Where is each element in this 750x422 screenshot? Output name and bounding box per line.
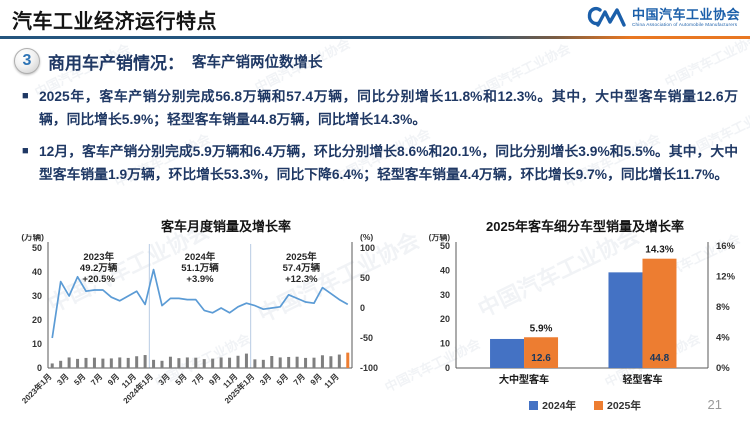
svg-text:10: 10 (440, 339, 450, 349)
svg-text:5月: 5月 (275, 372, 290, 387)
legend-label-2024: 2024年 (542, 400, 576, 412)
svg-text:(%): (%) (360, 234, 373, 242)
svg-text:20: 20 (440, 314, 450, 324)
svg-text:5月: 5月 (174, 372, 189, 387)
legend-swatch-2024 (529, 401, 539, 410)
svg-text:7月: 7月 (292, 372, 307, 387)
svg-text:10: 10 (32, 339, 42, 349)
svg-text:3月: 3月 (55, 372, 70, 387)
svg-text:轻型客车: 轻型客车 (622, 373, 662, 386)
section-title: 商用车产销情况： (48, 53, 184, 73)
legend-item-2025: 2025年 (594, 398, 641, 413)
svg-text:20: 20 (32, 315, 42, 325)
svg-text:3月: 3月 (258, 372, 273, 387)
svg-text:8%: 8% (716, 302, 730, 313)
svg-text:5月: 5月 (72, 372, 87, 387)
svg-text:50: 50 (440, 241, 450, 251)
bullet-item-2: ■ 12月，客车产销分别完成5.9万辆和6.4万辆，环比分别增长8.6%和20.… (22, 140, 738, 186)
bullet-square-icon: ■ (22, 145, 29, 157)
bullet-item-1: ■ 2025年，客车产销分别完成56.8万辆和57.4万辆，同比分别增长11.8… (22, 85, 738, 131)
bullet-text-1: 2025年，客车产销分别完成56.8万辆和57.4万辆，同比分别增长11.8%和… (39, 89, 738, 127)
chart-legend: 2024年 2025年 (424, 398, 746, 413)
section-subtitle: 客车产销两位数增长 (192, 54, 323, 71)
svg-text:44.8: 44.8 (650, 353, 670, 364)
svg-text:49.2万辆: 49.2万辆 (80, 262, 118, 274)
svg-text:0: 0 (37, 363, 42, 373)
svg-text:2025年: 2025年 (286, 251, 317, 263)
legend-swatch-2025 (594, 401, 603, 410)
svg-text:0: 0 (445, 363, 450, 373)
svg-text:0: 0 (360, 303, 365, 313)
svg-text:2023年1月: 2023年1月 (20, 371, 54, 405)
svg-text:-50: -50 (360, 333, 373, 343)
svg-text:100: 100 (360, 243, 375, 253)
svg-text:(万辆): (万辆) (429, 234, 451, 242)
cm-logo-icon (587, 6, 626, 27)
legend-item-2024: 2024年 (529, 398, 576, 413)
svg-text:+3.9%: +3.9% (186, 274, 214, 285)
svg-text:40: 40 (32, 267, 42, 277)
svg-text:9月: 9月 (106, 372, 121, 387)
svg-text:+20.5%: +20.5% (82, 274, 115, 285)
bullet-square-icon: ■ (22, 90, 29, 102)
page-number: 21 (707, 397, 722, 412)
svg-text:2023年: 2023年 (83, 251, 114, 263)
svg-text:30: 30 (440, 290, 450, 300)
section-number-badge: 3 (14, 48, 40, 74)
svg-text:50: 50 (32, 243, 42, 253)
left-chart-title: 客车月度销量及增长率 (160, 219, 291, 234)
page-title: 汽车工业经济运行特点 (12, 11, 217, 33)
logo-text: 中国汽车工业协会 China Association of Automobile… (632, 8, 740, 28)
svg-text:50: 50 (360, 273, 370, 283)
segment-sales-growth-chart: 2025年客车细分车型销量及增长率 0 10 20 30 40 50 (万辆) 0% 4% 8% 1… (424, 216, 746, 416)
svg-text:-100: -100 (360, 363, 378, 373)
svg-text:14.3%: 14.3% (645, 245, 673, 256)
svg-text:51.1万辆: 51.1万辆 (181, 262, 219, 274)
segment-sales-growth-plot: 0 10 20 30 40 50(万辆) 0% 4% 8% 12% 16% 5.9% 12.6 大中型客车… (429, 232, 736, 386)
svg-text:3月: 3月 (157, 372, 172, 387)
svg-text:11月: 11月 (323, 372, 341, 390)
svg-text:2024年: 2024年 (185, 251, 216, 263)
org-name-en: China Association of Automobile Manufact… (631, 22, 738, 28)
svg-text:30: 30 (32, 291, 42, 301)
svg-text:16%: 16% (716, 241, 736, 252)
svg-text:7月: 7月 (190, 372, 205, 387)
bullet-text-2: 12月，客车产销分别完成5.9万辆和6.4万辆，环比分别增长8.6%和20.1%… (39, 144, 738, 182)
svg-text:40: 40 (440, 265, 450, 275)
svg-text:0%: 0% (716, 363, 730, 374)
svg-text:+12.3%: +12.3% (285, 274, 318, 285)
org-logo: 中国汽车工业协会 China Association of Automobile… (587, 5, 740, 31)
legend-label-2025: 2025年 (607, 400, 641, 412)
monthly-sales-growth-chart: 客车月度销量及增长率 0 10 20 30 40 50 (万辆) -100 -50 0 50 100(… (12, 216, 420, 416)
svg-text:7月: 7月 (89, 372, 104, 387)
org-name-cn: 中国汽车工业协会 (631, 7, 740, 23)
svg-text:5.9%: 5.9% (530, 323, 553, 334)
monthly-sales-growth-plot: 01020304050(万辆)-100-50050100(%)2023年49.2… (20, 232, 378, 405)
right-chart-title: 2025年客车细分车型销量及增长率 (486, 219, 684, 234)
svg-text:12%: 12% (716, 272, 736, 283)
svg-text:9月: 9月 (309, 372, 324, 387)
svg-text:12.6: 12.6 (531, 353, 551, 364)
section-heading: 3 商用车产销情况： 客车产销两位数增长 (14, 48, 323, 74)
svg-text:(万辆): (万辆) (21, 234, 44, 242)
header-divider (0, 36, 750, 39)
svg-text:大中型客车: 大中型客车 (499, 373, 549, 386)
header: 汽车工业经济运行特点 中国汽车工业协会 China Association of… (0, 0, 750, 39)
bullet-list: ■ 2025年，客车产销分别完成56.8万辆和57.4万辆，同比分别增长11.8… (22, 85, 738, 195)
svg-text:4%: 4% (716, 333, 730, 344)
svg-text:9月: 9月 (207, 372, 222, 387)
svg-text:57.4万辆: 57.4万辆 (283, 262, 321, 274)
